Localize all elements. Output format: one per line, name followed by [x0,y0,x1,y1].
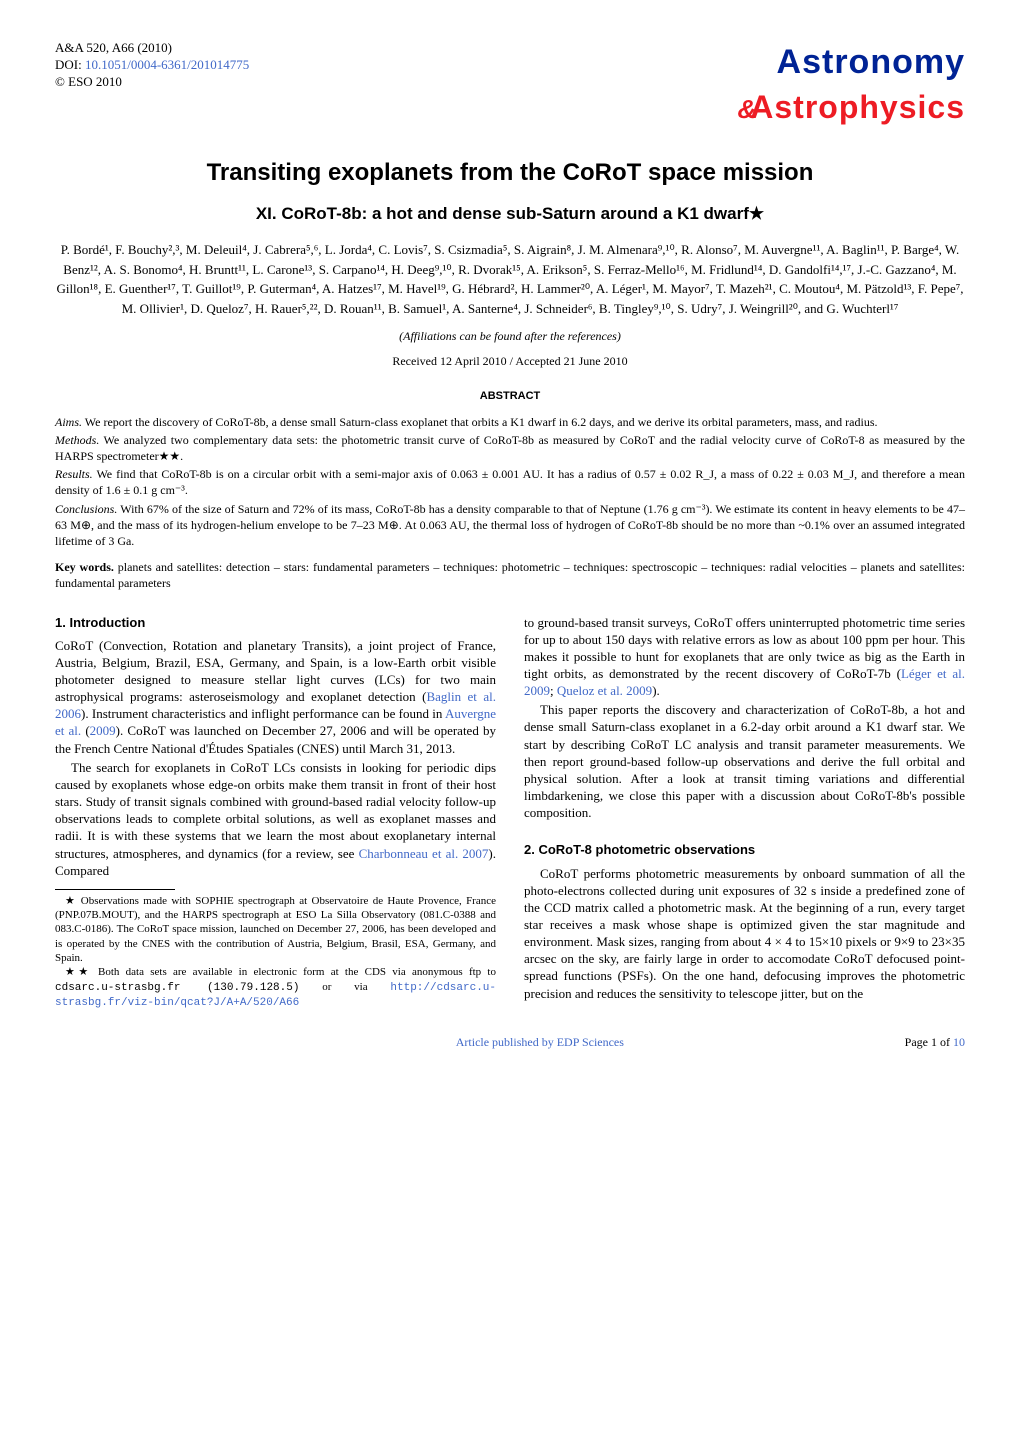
left-column: 1. Introduction CoRoT (Convection, Rotat… [55,614,496,1011]
abstract-methods: Methods. We analyzed two complementary d… [55,432,965,464]
section-1-para-4: This paper reports the discovery and cha… [524,701,965,821]
journal-info: A&A 520, A66 (2010) DOI: 10.1051/0004-63… [55,40,249,91]
paper-subtitle: XI. CoRoT-8b: a hot and dense sub-Saturn… [55,203,965,226]
citation-queloz[interactable]: Queloz et al. 2009 [557,683,652,698]
abstract-results: Results. We find that CoRoT-8b is on a c… [55,466,965,498]
page-footer: Article published by EDP Sciences Page 1… [55,1034,965,1050]
footnote-2: ★★ Both data sets are available in elect… [55,965,496,1010]
abstract-block: Aims. We report the discovery of CoRoT-8… [55,414,965,550]
footnote-1: ★ Observations made with SOPHIE spectrog… [55,894,496,965]
section-1-para-1: CoRoT (Convection, Rotation and planetar… [55,637,496,757]
abstract-heading: ABSTRACT [55,389,965,404]
footnote-rule [55,889,175,890]
page-total-link[interactable]: 10 [953,1035,965,1049]
doi-link[interactable]: 10.1051/0004-6361/201014775 [85,57,249,72]
body-columns: 1. Introduction CoRoT (Convection, Rotat… [55,614,965,1011]
paper-title: Transiting exoplanets from the CoRoT spa… [55,157,965,189]
section-2-para-1: CoRoT performs photometric measurements … [524,865,965,1002]
affiliations-note: (Affiliations can be found after the ref… [55,328,965,344]
page-number: Page 1 of 10 [905,1034,965,1050]
footer-publisher-link[interactable]: Article published by EDP Sciences [175,1034,905,1050]
copyright: © ESO 2010 [55,74,249,91]
authors-list: P. Bordé¹, F. Bouchy²,³, M. Deleuil⁴, J.… [55,240,965,318]
right-column: to ground-based transit surveys, CoRoT o… [524,614,965,1011]
doi-line: DOI: 10.1051/0004-6361/201014775 [55,57,249,74]
abstract-aims: Aims. We report the discovery of CoRoT-8… [55,414,965,430]
received-accepted-dates: Received 12 April 2010 / Accepted 21 Jun… [55,353,965,369]
logo-astronomy: Astronomy [737,40,965,86]
section-1-heading: 1. Introduction [55,614,496,631]
section-2-heading: 2. CoRoT-8 photometric observations [524,841,965,858]
citation-auvergne-year[interactable]: 2009 [90,723,116,738]
keywords: Key words. planets and satellites: detec… [55,559,965,591]
cds-ftp: cdsarc.u-strasbg.fr (130.79.128.5) [55,982,299,994]
journal-logo: Astronomy &Astrophysics [737,40,965,129]
section-1-para-2: The search for exoplanets in CoRoT LCs c… [55,759,496,879]
header: A&A 520, A66 (2010) DOI: 10.1051/0004-63… [55,40,965,129]
logo-astrophysics: Astrophysics [750,89,965,125]
citation-charbonneau[interactable]: Charbonneau et al. 2007 [359,846,489,861]
journal-ref: A&A 520, A66 (2010) [55,40,249,57]
abstract-conclusions: Conclusions. With 67% of the size of Sat… [55,501,965,550]
section-1-para-3: to ground-based transit surveys, CoRoT o… [524,614,965,700]
